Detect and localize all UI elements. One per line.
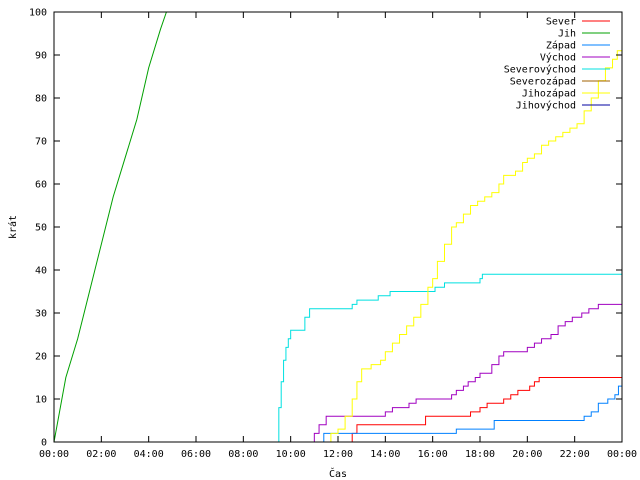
y-tick-label: 60 <box>35 180 47 191</box>
y-tick-label: 30 <box>35 309 47 320</box>
series-line-severovychod <box>274 273 622 443</box>
y-tick-label: 10 <box>35 395 47 406</box>
x-tick-label: 00:00 <box>607 449 637 460</box>
x-axis-label: Čas <box>329 467 347 480</box>
y-tick-label: 70 <box>35 137 47 148</box>
legend-label-sever: Sever <box>546 17 576 28</box>
y-axis-label: krát <box>7 215 19 239</box>
y-tick-label: 80 <box>35 94 47 105</box>
x-tick-label: 10:00 <box>276 449 306 460</box>
legend-label-jihozapad: Jihozápad <box>522 88 576 100</box>
legend-label-zapad: Západ <box>546 40 576 52</box>
series-line-vychod <box>311 303 622 443</box>
legend-label-vychod: Východ <box>540 52 576 64</box>
legend-label-jih: Jih <box>558 29 576 40</box>
series-layer <box>53 11 623 443</box>
x-tick-label: 14:00 <box>370 449 400 460</box>
x-tick-label: 00:00 <box>39 449 69 460</box>
x-tick-label: 12:00 <box>323 449 353 460</box>
x-tick-label: 08:00 <box>228 449 258 460</box>
x-tick-label: 02:00 <box>86 449 116 460</box>
y-tick-label: 90 <box>35 51 47 62</box>
y-tick-label: 20 <box>35 352 47 363</box>
x-tick-label: 04:00 <box>134 449 164 460</box>
y-tick-label: 0 <box>41 438 47 449</box>
ticks-layer: 00:00 02:00 04:00 06:00 08:00 10:00 12:00 14:00… <box>29 8 637 461</box>
x-tick-label: 16:00 <box>418 449 448 460</box>
x-tick-label: 06:00 <box>181 449 211 460</box>
legend-label-severovychod: Severovýchod <box>504 64 576 76</box>
x-tick-label: 22:00 <box>560 449 590 460</box>
x-tick-label: 18:00 <box>465 449 495 460</box>
x-tick-label: 20:00 <box>512 449 542 460</box>
series-line-jih <box>53 11 167 443</box>
series-line-jihozapad <box>326 42 623 443</box>
legend-label-jihovychod: Jihovýchod <box>516 100 576 112</box>
legend-label-severozapad: Severozápad <box>510 76 576 88</box>
series-line-zapad <box>319 385 622 443</box>
legend: SeverJihZápadVýchodSeverovýchodSeverozáp… <box>504 17 610 112</box>
y-tick-label: 100 <box>29 8 47 19</box>
series-line-sever <box>349 377 622 443</box>
y-tick-label: 40 <box>35 266 47 277</box>
y-tick-label: 50 <box>35 223 47 234</box>
